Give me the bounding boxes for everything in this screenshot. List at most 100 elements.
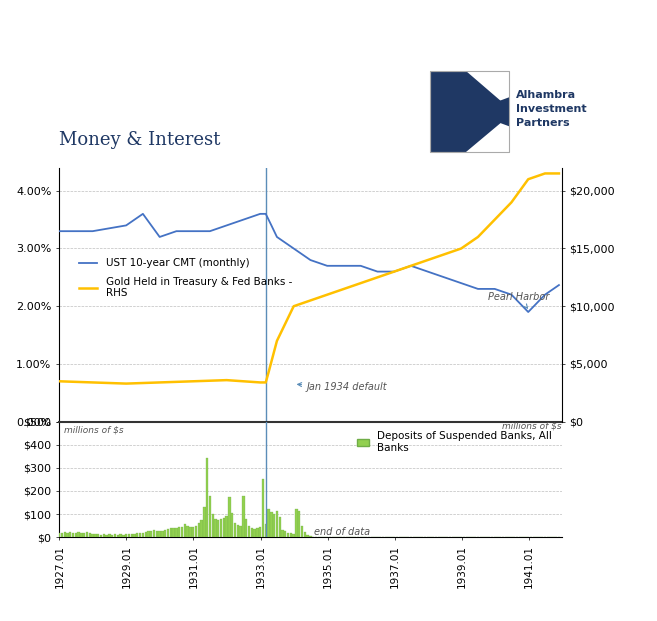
Bar	[94, 535, 97, 537]
Bar	[64, 532, 66, 537]
Polygon shape	[466, 71, 509, 107]
Bar	[170, 528, 172, 537]
Bar	[212, 514, 214, 537]
Bar	[131, 534, 133, 537]
Bar	[189, 527, 192, 537]
Bar	[60, 533, 63, 537]
Bar	[69, 532, 72, 537]
Bar	[198, 524, 200, 537]
Bar	[214, 519, 217, 537]
Bar	[142, 533, 144, 537]
Bar	[156, 531, 158, 537]
Bar	[136, 533, 139, 537]
Bar	[209, 496, 211, 537]
Bar	[250, 528, 253, 537]
Bar	[284, 532, 286, 537]
Bar	[75, 533, 77, 537]
Bar	[254, 529, 256, 537]
Bar	[295, 509, 298, 537]
Bar	[306, 535, 309, 537]
Bar	[187, 525, 189, 537]
Bar	[276, 510, 278, 537]
Text: Pearl Harbor: Pearl Harbor	[488, 292, 549, 308]
Bar	[122, 535, 125, 537]
Bar	[161, 531, 164, 537]
Bar	[111, 535, 114, 537]
Bar	[194, 525, 197, 537]
Bar	[301, 525, 304, 537]
Bar	[178, 527, 181, 537]
Bar	[80, 533, 83, 537]
Text: end of data: end of data	[314, 527, 370, 537]
Bar	[125, 535, 127, 537]
Legend: Deposits of Suspended Banks, All
Banks: Deposits of Suspended Banks, All Banks	[353, 427, 556, 457]
Bar	[265, 524, 267, 537]
Bar	[217, 520, 219, 537]
Bar	[223, 517, 225, 537]
Bar	[145, 532, 147, 537]
Bar	[91, 533, 94, 537]
Bar	[72, 533, 74, 537]
Bar	[86, 532, 88, 537]
Text: millions of $s: millions of $s	[502, 422, 562, 431]
Bar	[116, 535, 119, 537]
Bar	[267, 509, 270, 537]
Bar	[133, 533, 136, 537]
Bar	[256, 528, 259, 537]
Bar	[309, 536, 311, 537]
Bar	[158, 532, 161, 537]
Bar	[259, 527, 261, 537]
Bar	[279, 517, 281, 537]
Bar	[220, 519, 222, 537]
Text: Jan 1934 default: Jan 1934 default	[298, 382, 388, 392]
Bar	[245, 519, 248, 537]
Bar	[228, 497, 231, 537]
Polygon shape	[470, 97, 509, 126]
Bar	[83, 533, 85, 537]
Bar	[164, 530, 166, 537]
Bar	[153, 530, 155, 537]
Bar	[203, 507, 206, 537]
Bar	[105, 535, 108, 537]
Bar	[304, 532, 306, 537]
Text: millions of $s: millions of $s	[64, 425, 124, 434]
Bar	[231, 514, 233, 537]
Bar	[66, 533, 69, 537]
Bar	[242, 496, 244, 537]
Bar	[270, 512, 273, 537]
Bar	[290, 533, 292, 537]
Legend: UST 10-year CMT (monthly), Gold Held in Treasury & Fed Banks -
RHS: UST 10-year CMT (monthly), Gold Held in …	[74, 254, 296, 302]
Bar	[100, 535, 102, 537]
Bar	[127, 534, 130, 537]
Bar	[292, 533, 295, 537]
Bar	[175, 528, 177, 537]
Text: Money & Interest: Money & Interest	[59, 131, 221, 149]
Bar	[58, 533, 60, 537]
Bar	[114, 534, 116, 537]
Bar	[181, 527, 183, 537]
Bar	[206, 458, 208, 537]
Bar	[139, 533, 141, 537]
Bar	[150, 531, 152, 537]
Bar	[183, 525, 186, 537]
Bar	[108, 535, 110, 537]
Text: Alhambra
Investment
Partners: Alhambra Investment Partners	[516, 89, 586, 128]
Bar	[273, 514, 275, 537]
Bar	[261, 479, 264, 537]
Polygon shape	[466, 116, 509, 152]
Bar	[281, 530, 284, 537]
Bar	[200, 520, 203, 537]
Bar	[89, 533, 91, 537]
Bar	[298, 510, 300, 537]
Bar	[287, 533, 289, 537]
Bar	[237, 525, 239, 537]
Bar	[234, 524, 237, 537]
Bar	[239, 525, 242, 537]
Bar	[97, 534, 99, 537]
Bar	[225, 517, 228, 537]
Bar	[172, 528, 175, 537]
Bar	[102, 534, 105, 537]
Bar	[120, 535, 122, 537]
Bar	[248, 527, 250, 537]
Bar	[147, 532, 150, 537]
